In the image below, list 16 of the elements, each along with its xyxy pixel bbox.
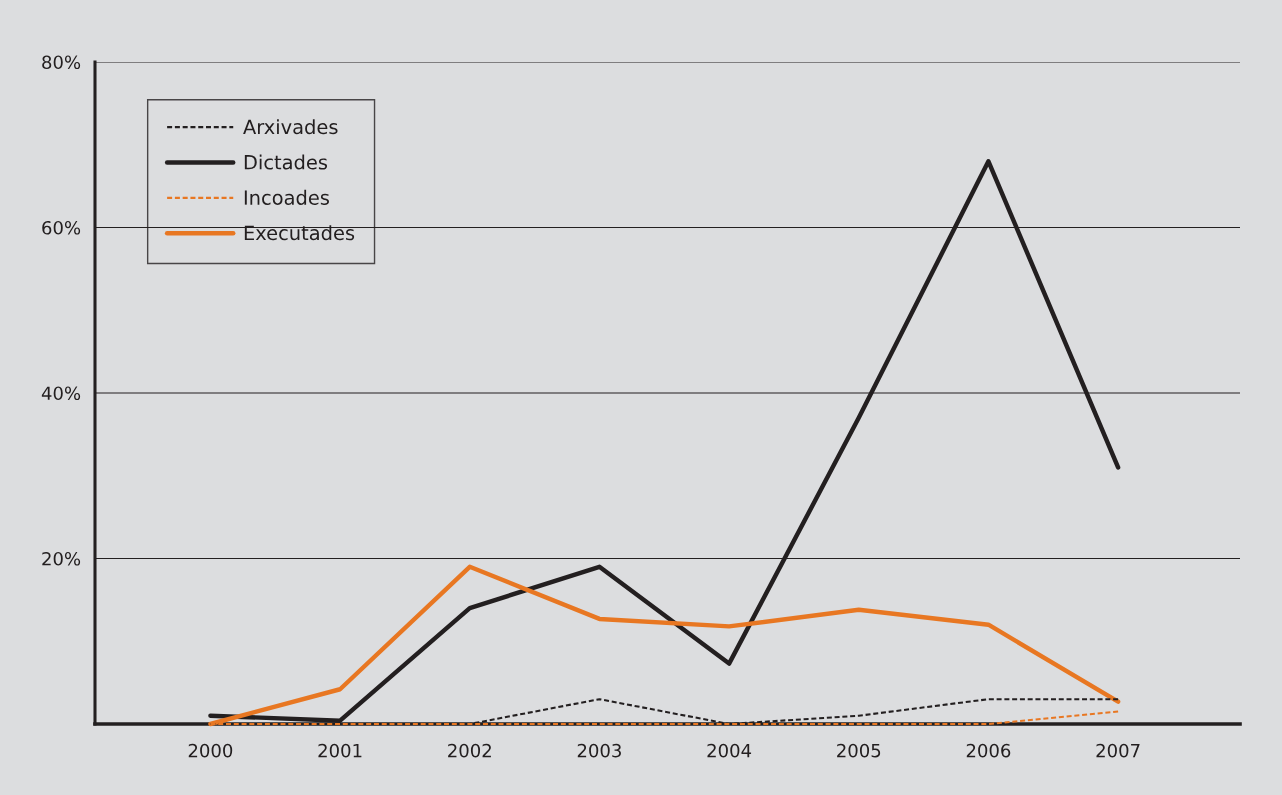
x-tick-label: 2005	[837, 743, 881, 758]
x-tick-label: 2006	[966, 743, 1011, 758]
legend-label: Dictades	[244, 154, 328, 170]
y-tick-label: 40%	[41, 386, 81, 401]
x-tick-label: 2002	[448, 743, 491, 758]
x-tick-label: 2000	[188, 743, 233, 758]
x-tick-label: 2004	[707, 743, 752, 758]
legend-label: Executades	[244, 225, 355, 241]
x-tick-label: 2003	[577, 743, 621, 758]
x-tick-label: 2007	[1096, 743, 1140, 758]
y-tick-label: 80%	[42, 55, 81, 70]
legend-label: Arxivades	[243, 119, 338, 135]
legend-label: Incoades	[244, 189, 329, 205]
y-tick-label: 60%	[42, 220, 81, 235]
y-tick-label: 20%	[42, 551, 81, 566]
x-tick-label: 2001	[318, 743, 362, 758]
